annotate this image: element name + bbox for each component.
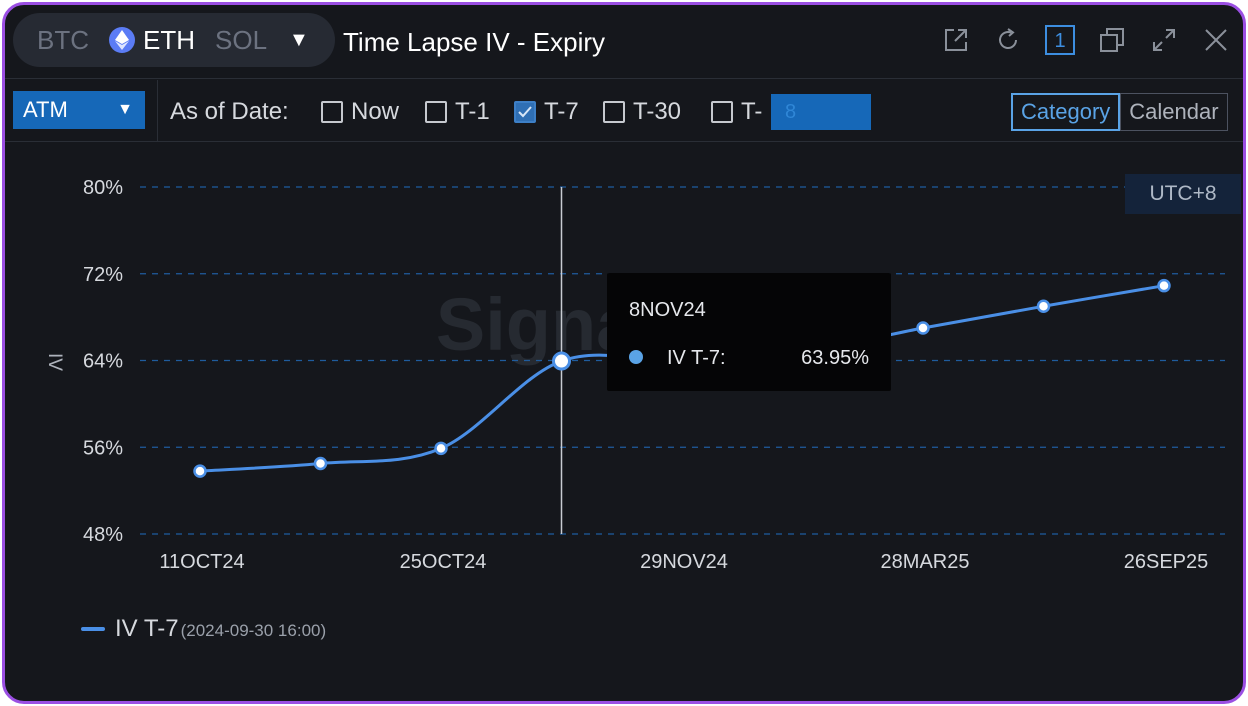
one-badge-icon[interactable]: 1 <box>1045 25 1075 55</box>
checkbox-box[interactable] <box>321 101 343 123</box>
highlighted-data-point[interactable] <box>552 351 571 371</box>
legend-line-icon <box>81 627 105 631</box>
x-tick-label: 28MAR25 <box>881 551 970 573</box>
x-tick-label: 25OCT24 <box>400 551 487 573</box>
y-tick-label: 56% <box>83 437 123 459</box>
y-tick-label: 72% <box>83 264 123 286</box>
window-controls: 1 <box>941 25 1231 55</box>
y-axis-ticks: 80% 72% 64% 56% 48% <box>83 177 123 546</box>
checkbox-t-custom[interactable]: T- <box>711 98 762 126</box>
calendar-button[interactable]: Calendar <box>1120 93 1228 131</box>
ethereum-icon <box>109 27 135 53</box>
copy-window-icon[interactable] <box>1097 25 1127 55</box>
y-tick-label: 80% <box>83 177 123 199</box>
toolbar: ATM ▼ As of Date: Now T-1 T-7 T-30 T- 8 <box>5 80 1243 142</box>
checkbox-t-1[interactable]: T-1 <box>425 98 490 126</box>
data-point[interactable] <box>193 464 207 478</box>
toolbar-divider <box>157 80 158 142</box>
tooltip-series-name: IV T-7: <box>667 347 726 369</box>
coin-sol[interactable]: SOL <box>215 24 268 55</box>
x-tick-label: 11OCT24 <box>159 551 244 573</box>
y-tick-label: 64% <box>83 351 123 373</box>
checkbox-now[interactable]: Now <box>321 98 399 126</box>
data-point[interactable] <box>916 321 930 335</box>
checkbox-t-7[interactable]: T-7 <box>514 98 579 126</box>
category-button[interactable]: Category <box>1011 93 1121 131</box>
close-icon[interactable] <box>1201 25 1231 55</box>
x-tick-label: 29NOV24 <box>640 551 728 573</box>
as-of-date-label: As of Date: <box>170 98 289 125</box>
checkbox-box[interactable] <box>425 101 447 123</box>
y-tick-label: 48% <box>83 524 123 546</box>
chevron-down-icon: ▼ <box>117 101 133 118</box>
expand-icon[interactable] <box>1149 25 1179 55</box>
checkbox-label: T-7 <box>544 98 579 125</box>
tooltip-date: 8NOV24 <box>629 299 706 321</box>
checkbox-label: T-30 <box>633 98 682 125</box>
checkbox-box-checked[interactable] <box>514 101 536 123</box>
x-tick-label: 26SEP25 <box>1124 551 1209 573</box>
tooltip-value: 63.95% <box>801 347 869 369</box>
checkmark-icon <box>518 106 532 118</box>
legend-series-name: IV T-7 <box>115 615 179 642</box>
coin-btc[interactable]: BTC <box>37 24 89 55</box>
checkbox-label: T-1 <box>455 98 490 125</box>
chart-tooltip: 8NOV24 IV T-7: 63.95% <box>607 273 891 391</box>
checkbox-box[interactable] <box>711 101 733 123</box>
tooltip-series-dot <box>629 350 643 364</box>
y-axis-label: IV <box>44 353 65 371</box>
chart-legend[interactable]: IV T-7 (2024-09-30 16:00) <box>81 615 326 643</box>
coin-switcher[interactable]: BTC ETH SOL ▼ <box>13 13 335 67</box>
data-point[interactable] <box>1036 299 1051 314</box>
badge-number: 1 <box>1054 30 1065 52</box>
header: BTC ETH SOL ▼ Time Lapse IV - Expiry 1 <box>5 5 1243 79</box>
coin-eth[interactable]: ETH <box>109 25 195 56</box>
legend-series-timestamp: (2024-09-30 16:00) <box>180 621 327 640</box>
checkbox-label: Now <box>351 98 400 125</box>
atm-select-label: ATM <box>23 97 68 122</box>
custom-t-input[interactable]: 8 <box>771 94 871 130</box>
coin-eth-label: ETH <box>143 24 195 55</box>
checkbox-label: T- <box>741 98 763 125</box>
chevron-down-icon[interactable]: ▼ <box>289 28 309 51</box>
data-point[interactable] <box>434 441 448 456</box>
external-link-icon[interactable] <box>941 25 971 55</box>
checkbox-box[interactable] <box>603 101 625 123</box>
data-point[interactable] <box>1157 278 1171 293</box>
x-axis-ticks: 11OCT24 25OCT24 29NOV24 28MAR25 26SEP25 <box>159 551 1208 573</box>
view-mode-toggle: Category Calendar <box>1011 93 1228 131</box>
page-title: Time Lapse IV - Expiry <box>343 27 606 57</box>
atm-select[interactable]: ATM ▼ <box>13 91 145 129</box>
timezone-badge[interactable]: UTC+8 <box>1125 174 1241 214</box>
checkbox-t-30[interactable]: T-30 <box>603 98 681 126</box>
refresh-icon[interactable] <box>993 25 1023 55</box>
data-point[interactable] <box>313 456 328 471</box>
